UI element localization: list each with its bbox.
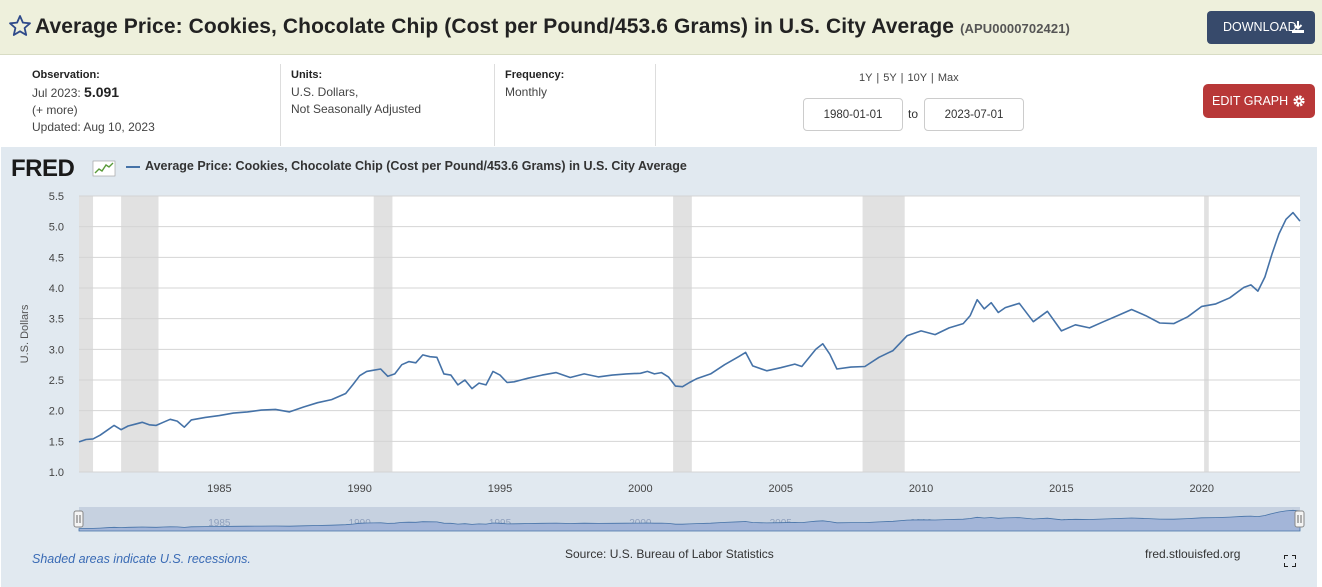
divider	[655, 64, 656, 146]
download-icon	[1292, 21, 1304, 33]
divider	[494, 64, 495, 146]
star-icon[interactable]	[8, 14, 32, 38]
range-10y[interactable]: 10Y	[907, 72, 927, 84]
y-tick-label: 4.0	[49, 283, 64, 295]
range-max[interactable]: Max	[937, 72, 959, 84]
y-tick-label: 5.0	[49, 222, 64, 234]
navigator-right-handle[interactable]	[1294, 510, 1305, 528]
y-tick-layer: 1.0 1.5 2.0 2.5 3.0 3.5 4.0 4.5 5.0 5.5	[49, 191, 64, 479]
x-tick-label: 2005	[768, 483, 792, 495]
x-tick-layer: 1985 1990 1995 2000 2005 2010 2015 2020	[207, 483, 1214, 495]
navigator-left-handle[interactable]	[73, 510, 84, 528]
y-tick-label: 1.5	[49, 436, 64, 448]
y-tick-label: 1.0	[49, 467, 64, 479]
legend-swatch	[126, 166, 140, 168]
units-line1: U.S. Dollars,	[291, 85, 359, 99]
observation-date: Jul 2023:	[32, 86, 81, 100]
source-text: Source: U.S. Bureau of Labor Statistics	[565, 547, 774, 561]
x-tick-label: 2020	[1190, 483, 1214, 495]
recession-band	[673, 196, 692, 472]
edit-graph-button[interactable]: EDIT GRAPH	[1203, 84, 1315, 118]
y-tick-label: 4.5	[49, 252, 64, 264]
fullscreen-icon[interactable]	[1284, 555, 1296, 567]
edit-graph-label: EDIT GRAPH	[1212, 94, 1289, 108]
observation-label: Observation:	[32, 69, 100, 81]
page-title: Average Price: Cookies, Chocolate Chip (…	[35, 15, 1070, 39]
recession-note: Shaded areas indicate U.S. recessions.	[32, 552, 251, 566]
gear-icon	[1293, 95, 1305, 107]
observation-block: Observation: Jul 2023: 5.091 (+ more) Up…	[32, 66, 155, 136]
updated-text: Updated: Aug 10, 2023	[32, 120, 155, 134]
units-block: Units: U.S. Dollars, Not Seasonally Adju…	[291, 66, 421, 118]
download-label: DOWNLOAD	[1223, 20, 1297, 34]
legend-label: Average Price: Cookies, Chocolate Chip (…	[145, 159, 687, 173]
x-tick-label: 2015	[1049, 483, 1073, 495]
y-axis-label: U.S. Dollars	[19, 304, 31, 363]
title-text: Average Price: Cookies, Chocolate Chip (…	[35, 15, 955, 38]
navigator-tick-label: 1985	[208, 518, 231, 529]
recession-band	[1204, 196, 1209, 472]
observation-value: 5.091	[84, 84, 120, 100]
to-label: to	[908, 107, 919, 121]
title-bar: Average Price: Cookies, Chocolate Chip (…	[0, 0, 1322, 55]
more-link[interactable]: (+ more)	[32, 103, 78, 117]
grid-layer	[79, 195, 1300, 473]
recession-layer	[79, 196, 1209, 472]
fred-logo: FRED	[11, 155, 116, 181]
x-tick-label: 1990	[347, 483, 371, 495]
navigator-area	[78, 509, 1301, 532]
series-line	[78, 211, 1301, 443]
series-id: (APU0000702421)	[960, 21, 1070, 36]
y-tick-label: 5.5	[49, 191, 64, 203]
y-tick-label: 3.0	[49, 344, 64, 356]
download-button[interactable]: DOWNLOAD	[1207, 11, 1315, 44]
frequency-value: Monthly	[505, 85, 548, 99]
frequency-block: Frequency: Monthly	[505, 66, 564, 101]
units-label: Units:	[291, 69, 323, 81]
start-date-input[interactable]: 1980-01-01	[803, 98, 903, 131]
y-tick-label: 2.0	[49, 406, 64, 418]
recession-band	[862, 196, 905, 472]
x-tick-label: 2000	[628, 483, 652, 495]
frequency-label: Frequency:	[505, 69, 565, 81]
recession-band	[79, 196, 94, 472]
end-date-input[interactable]: 2023-07-01	[924, 98, 1024, 131]
x-tick-label: 2010	[909, 483, 933, 495]
x-tick-label: 1995	[488, 483, 512, 495]
divider	[280, 64, 281, 146]
x-tick-label: 1985	[207, 483, 231, 495]
range-5y[interactable]: 5Y	[883, 72, 897, 84]
range-1y[interactable]: 1Y	[859, 72, 873, 84]
recession-band	[373, 196, 393, 472]
y-tick-label: 3.5	[49, 314, 64, 326]
site-link[interactable]: fred.stlouisfed.org	[1145, 547, 1241, 561]
y-tick-label: 2.5	[49, 375, 64, 387]
fred-logo-text: FRED	[11, 155, 75, 181]
range-selector: 1Y | 5Y | 10Y | Max	[859, 72, 959, 84]
units-line2: Not Seasonally Adjusted	[291, 102, 422, 116]
recession-band	[121, 196, 159, 472]
